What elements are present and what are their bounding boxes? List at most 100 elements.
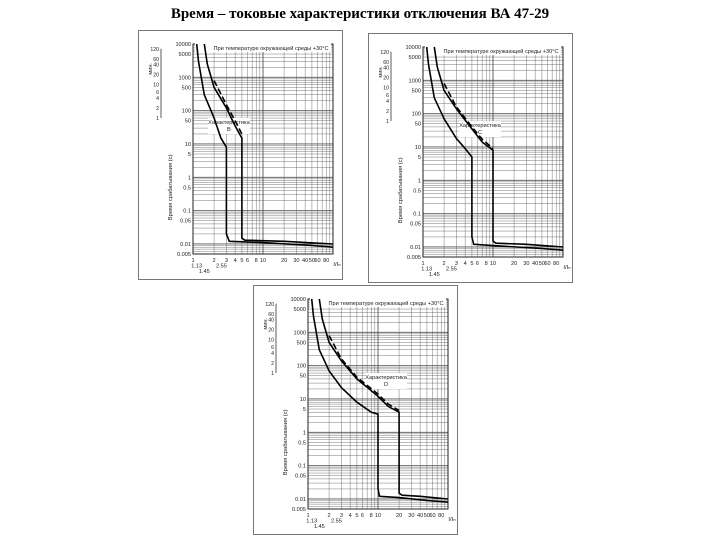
y-minute-tick-label: 20 xyxy=(153,73,159,79)
y-axis-label: Время срабатывания (с) xyxy=(398,157,404,223)
y-axis-label: Время срабатывания (с) xyxy=(283,409,289,475)
y-minute-tick-label: 2 xyxy=(271,361,274,367)
curve-lower-bound xyxy=(195,43,334,248)
y-tick-label: 0.005 xyxy=(292,507,306,513)
y-minute-tick-label: 1 xyxy=(156,116,159,122)
x-tick-label: 30 xyxy=(408,513,414,519)
y-minute-tick-label: 60 xyxy=(153,57,159,63)
x-tick-label: 3 xyxy=(340,513,343,519)
y-minute-tick-label: 60 xyxy=(383,60,389,66)
x-tick-label: 4 xyxy=(234,258,237,264)
y-minute-tick-label: 10 xyxy=(268,338,274,344)
x-tick-label: 5 xyxy=(355,513,358,519)
panel-frame xyxy=(138,30,343,280)
x-tick-label: 1.13 xyxy=(191,264,202,270)
y-minute-label: мин. xyxy=(263,318,269,330)
y-tick-label: 50 xyxy=(185,119,191,125)
x-axis-label: I/Iₙ xyxy=(448,517,456,523)
y-axis-label: Время срабатывания (с) xyxy=(168,154,174,220)
y-tick-label: 5000 xyxy=(409,55,421,61)
x-tick-label: 40 xyxy=(532,261,538,267)
x-tick-label: 1.45 xyxy=(429,272,440,278)
x-tick-label: 2 xyxy=(328,513,331,519)
y-tick-label: 10000 xyxy=(290,297,306,303)
y-minute-tick-label: 2 xyxy=(156,106,159,112)
characteristic-letter: B xyxy=(227,127,231,133)
x-tick-label: 4 xyxy=(349,513,352,519)
title-bg xyxy=(195,43,331,52)
y-tick-label: 10000 xyxy=(405,45,421,51)
panel-frame xyxy=(253,285,458,535)
y-tick-label: 0.1 xyxy=(183,209,191,215)
curve-upper-bound xyxy=(203,43,334,245)
x-tick-label: 1.45 xyxy=(314,524,325,530)
y-tick-label: 10000 xyxy=(175,42,191,48)
x-tick-label: 1 xyxy=(421,261,424,267)
y-tick-label: 0.05 xyxy=(180,219,191,225)
y-minute-tick-label: 2 xyxy=(386,109,389,115)
chart-panel-b: При температуре окружающей среды +30°C 10… xyxy=(138,30,343,285)
x-tick-label: 1.13 xyxy=(306,519,317,525)
y-tick-label: 0.01 xyxy=(180,242,191,248)
x-tick-label: 2.55 xyxy=(331,519,342,525)
x-tick-label: 40 xyxy=(302,258,308,264)
y-tick-label: 10 xyxy=(185,142,191,148)
y-minute-tick-label: 1 xyxy=(271,371,274,377)
characteristic-letter: D xyxy=(384,382,388,388)
y-minute-tick-label: 10 xyxy=(383,86,389,92)
chart-svg: При температуре окружающей среды +30°C10… xyxy=(138,30,343,280)
curve-upper-bound xyxy=(433,46,564,248)
y-tick-label: 10 xyxy=(415,145,421,151)
x-tick-label: 10 xyxy=(375,513,381,519)
chart-panel-c: При температуре окружающей среды +30°C 10… xyxy=(368,33,573,288)
y-tick-label: 50 xyxy=(415,122,421,128)
slide-title: Время – токовые характеристики отключени… xyxy=(170,6,550,22)
y-tick-label: 5000 xyxy=(294,307,306,313)
x-tick-label: 2.55 xyxy=(216,264,227,270)
y-tick-label: 50 xyxy=(300,374,306,380)
y-minute-tick-label: 6 xyxy=(156,90,159,96)
y-minute-tick-label: 120 xyxy=(150,47,159,53)
x-tick-label: 40 xyxy=(417,513,423,519)
x-tick-label: 20 xyxy=(281,258,287,264)
y-minute-tick-label: 60 xyxy=(268,312,274,318)
x-tick-label: 80 xyxy=(438,513,444,519)
y-tick-label: 1000 xyxy=(409,78,421,84)
x-tick-label: 1 xyxy=(306,513,309,519)
y-tick-label: 10 xyxy=(300,397,306,403)
grid xyxy=(192,44,333,255)
characteristic-label: Характеристика xyxy=(459,123,501,129)
x-tick-label: 2 xyxy=(213,258,216,264)
characteristic-box xyxy=(365,373,408,390)
y-tick-label: 500 xyxy=(297,340,306,346)
characteristic-label: Характеристика xyxy=(365,375,407,381)
x-tick-label: 80 xyxy=(553,261,559,267)
y-tick-label: 0.01 xyxy=(295,497,306,503)
y-tick-label: 0.1 xyxy=(413,212,421,218)
x-tick-label: 3 xyxy=(455,261,458,267)
y-minute-tick-label: 20 xyxy=(383,76,389,82)
x-tick-label: 30 xyxy=(523,261,529,267)
chart-title: При температуре окружающей среды +30°C xyxy=(329,300,444,307)
x-tick-label: 4 xyxy=(464,261,467,267)
x-tick-label: 60 xyxy=(544,261,550,267)
x-axis-label: I/Iₙ xyxy=(333,262,341,268)
y-minute-tick-label: 120 xyxy=(265,302,274,308)
y-tick-label: 0.01 xyxy=(410,245,421,251)
x-tick-label: 20 xyxy=(511,261,517,267)
x-tick-label: 10 xyxy=(490,261,496,267)
x-tick-label: 50 xyxy=(424,513,430,519)
y-tick-label: 5000 xyxy=(179,52,191,58)
y-minute-label: мин. xyxy=(148,63,154,75)
x-tick-label: 8 xyxy=(255,258,258,264)
y-tick-label: 0.005 xyxy=(177,252,191,258)
y-minute-tick-label: 4 xyxy=(271,351,274,357)
y-tick-label: 100 xyxy=(297,364,306,370)
chart-panel-d: При температуре окружающей среды +30°C 10… xyxy=(253,285,458,540)
y-minute-tick-label: 4 xyxy=(156,96,159,102)
x-tick-label: 50 xyxy=(309,258,315,264)
x-tick-label: 60 xyxy=(429,513,435,519)
title-bg xyxy=(425,46,561,55)
x-tick-label: 30 xyxy=(293,258,299,264)
y-minute-tick-label: 1 xyxy=(386,119,389,125)
